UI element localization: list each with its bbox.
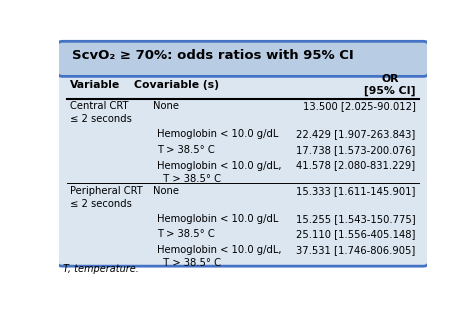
Text: 15.333 [1.611-145.901]: 15.333 [1.611-145.901]: [296, 186, 416, 196]
Text: Hemoglobin < 10.0 g/dL: Hemoglobin < 10.0 g/dL: [156, 129, 278, 139]
Text: OR
[95% CI]: OR [95% CI]: [364, 74, 416, 96]
Text: T, temperature.: T, temperature.: [63, 264, 139, 274]
Text: Covariable (s): Covariable (s): [134, 80, 219, 90]
FancyBboxPatch shape: [57, 41, 428, 76]
Text: 13.500 [2.025-90.012]: 13.500 [2.025-90.012]: [303, 101, 416, 111]
Text: Variable: Variable: [70, 80, 120, 90]
FancyBboxPatch shape: [57, 49, 428, 266]
Text: ScvO₂ ≥ 70%: odds ratios with 95% CI: ScvO₂ ≥ 70%: odds ratios with 95% CI: [72, 49, 354, 62]
Text: 22.429 [1.907-263.843]: 22.429 [1.907-263.843]: [296, 129, 416, 139]
Text: 25.110 [1.556-405.148]: 25.110 [1.556-405.148]: [296, 230, 416, 239]
Text: Hemoglobin < 10.0 g/dL: Hemoglobin < 10.0 g/dL: [156, 214, 278, 224]
Text: Peripheral CRT
≤ 2 seconds: Peripheral CRT ≤ 2 seconds: [70, 186, 143, 209]
Text: Hemoglobin < 10.0 g/dL,
  T > 38.5° C: Hemoglobin < 10.0 g/dL, T > 38.5° C: [156, 245, 281, 268]
Text: 37.531 [1.746-806.905]: 37.531 [1.746-806.905]: [296, 245, 416, 255]
Text: None: None: [153, 101, 179, 111]
Text: 17.738 [1.573-200.076]: 17.738 [1.573-200.076]: [296, 145, 416, 155]
Text: 41.578 [2.080-831.229]: 41.578 [2.080-831.229]: [296, 160, 416, 171]
Text: 15.255 [1.543-150.775]: 15.255 [1.543-150.775]: [296, 214, 416, 224]
Text: None: None: [153, 186, 179, 196]
Text: T > 38.5° C: T > 38.5° C: [156, 145, 214, 155]
Text: T > 38.5° C: T > 38.5° C: [156, 230, 214, 239]
Text: Central CRT
≤ 2 seconds: Central CRT ≤ 2 seconds: [70, 101, 132, 124]
Text: Hemoglobin < 10.0 g/dL,
  T > 38.5° C: Hemoglobin < 10.0 g/dL, T > 38.5° C: [156, 160, 281, 184]
